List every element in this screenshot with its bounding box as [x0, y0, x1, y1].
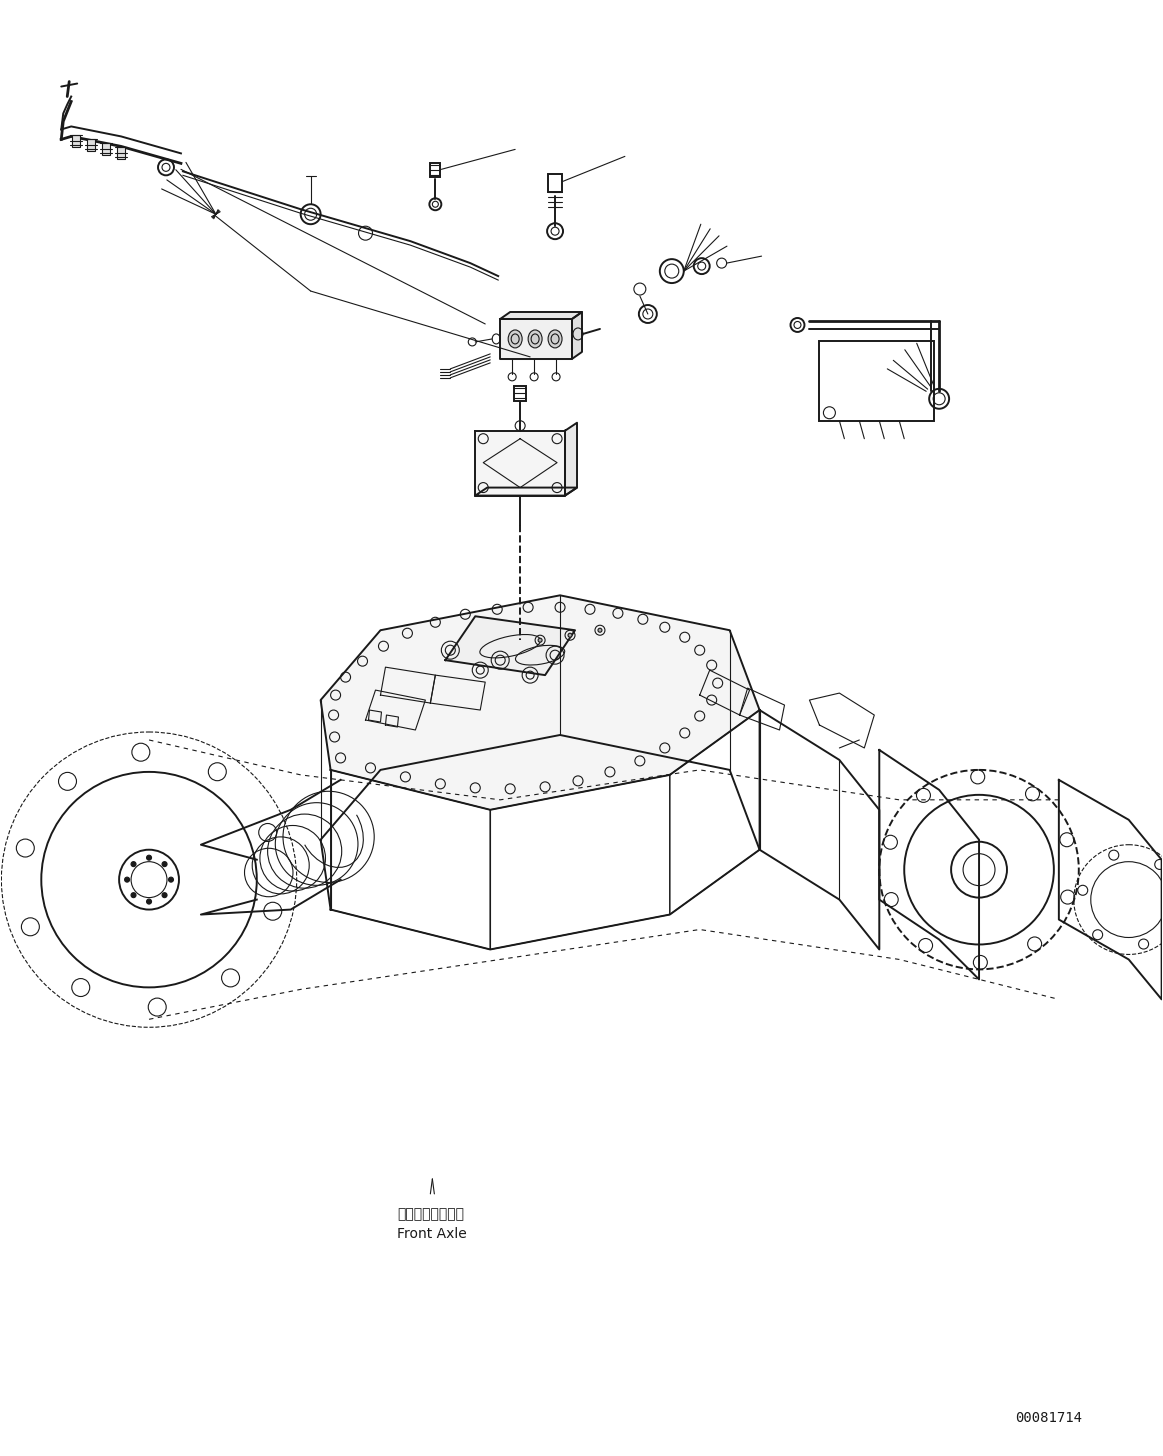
Bar	[820, 341, 934, 421]
Circle shape	[538, 638, 542, 642]
Text: フロントアクスル: フロントアクスル	[398, 1207, 464, 1220]
Polygon shape	[445, 616, 575, 676]
Circle shape	[131, 893, 136, 898]
Polygon shape	[500, 312, 582, 319]
Circle shape	[162, 893, 167, 898]
Bar	[548, 175, 562, 192]
Ellipse shape	[548, 331, 562, 348]
Circle shape	[169, 877, 173, 882]
Circle shape	[568, 633, 572, 638]
Bar	[87, 140, 95, 151]
Circle shape	[124, 877, 129, 882]
Bar	[430, 163, 441, 178]
Polygon shape	[565, 422, 577, 495]
Polygon shape	[476, 431, 565, 495]
Polygon shape	[476, 488, 577, 495]
Polygon shape	[321, 596, 759, 810]
Bar	[72, 135, 80, 147]
Bar	[117, 147, 126, 159]
Circle shape	[598, 628, 602, 632]
Polygon shape	[572, 312, 582, 358]
Text: Front Axle: Front Axle	[398, 1227, 468, 1241]
Circle shape	[147, 855, 151, 860]
Circle shape	[162, 862, 167, 866]
Circle shape	[147, 900, 151, 904]
Ellipse shape	[508, 331, 522, 348]
Text: 00081714: 00081714	[1015, 1411, 1083, 1425]
Circle shape	[131, 862, 136, 866]
Bar	[102, 143, 110, 156]
Polygon shape	[500, 319, 572, 358]
Bar	[514, 386, 526, 400]
Ellipse shape	[528, 331, 542, 348]
